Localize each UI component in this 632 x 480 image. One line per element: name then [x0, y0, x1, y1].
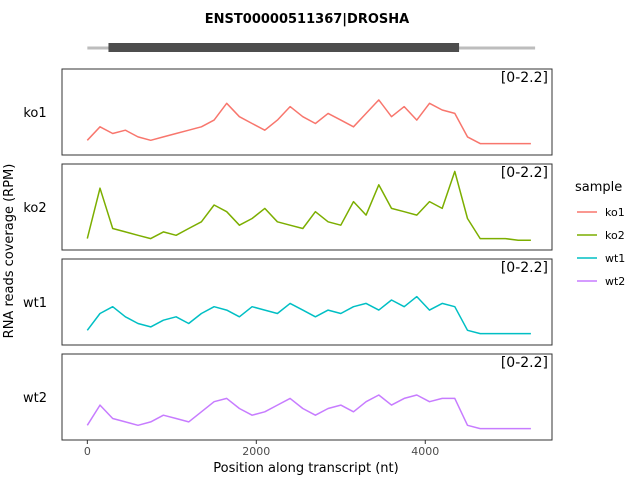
legend-label-wt2: wt2: [605, 275, 625, 288]
range-label: [0-2.2]: [501, 70, 548, 86]
facet-label-ko1: ko1: [23, 106, 46, 121]
facet-label-wt1: wt1: [23, 296, 47, 311]
panel-frame: [61, 163, 553, 251]
chart-title: ENST00000511367|DROSHA: [205, 12, 409, 27]
facet-ko1: [0-2.2] ko1: [23, 68, 553, 156]
panel-frame: [61, 353, 553, 441]
gene-model-track: [87, 43, 536, 52]
range-label: [0-2.2]: [501, 260, 548, 276]
series-line-ko2: [86, 170, 531, 242]
range-label: [0-2.2]: [501, 355, 548, 371]
x-tick-label: 0: [84, 445, 91, 458]
facet-wt1: [0-2.2] wt1: [23, 258, 553, 346]
series-line-wt2: [86, 394, 531, 430]
x-axis-label: Position along transcript (nt): [213, 461, 398, 476]
panel-frame: [61, 68, 553, 156]
range-label: [0-2.2]: [501, 165, 548, 181]
series-line-wt1: [86, 295, 531, 335]
facet-panels: [0-2.2] ko1 [0-2.2] ko2 [0-2.2] wt1 [0-2.2] wt2: [23, 68, 553, 441]
y-axis-label: RNA reads coverage (RPM): [2, 164, 17, 339]
facet-label-ko2: ko2: [23, 201, 46, 216]
facet-label-wt2: wt2: [23, 391, 47, 406]
legend: sample ko1 ko2 wt1 wt2: [575, 180, 625, 288]
facet-wt2: [0-2.2] wt2: [23, 353, 553, 441]
legend-label-ko2: ko2: [605, 229, 625, 242]
series-line-ko1: [86, 99, 531, 145]
x-tick-label: 4000: [411, 445, 439, 458]
legend-title: sample: [575, 180, 622, 195]
facet-ko2: [0-2.2] ko2: [23, 163, 553, 251]
cds-block: [108, 43, 460, 52]
x-axis: 0 2000 4000: [84, 440, 439, 458]
legend-label-wt1: wt1: [605, 252, 625, 265]
x-tick-label: 2000: [242, 445, 270, 458]
panel-frame: [61, 258, 553, 346]
legend-label-ko1: ko1: [605, 206, 625, 219]
